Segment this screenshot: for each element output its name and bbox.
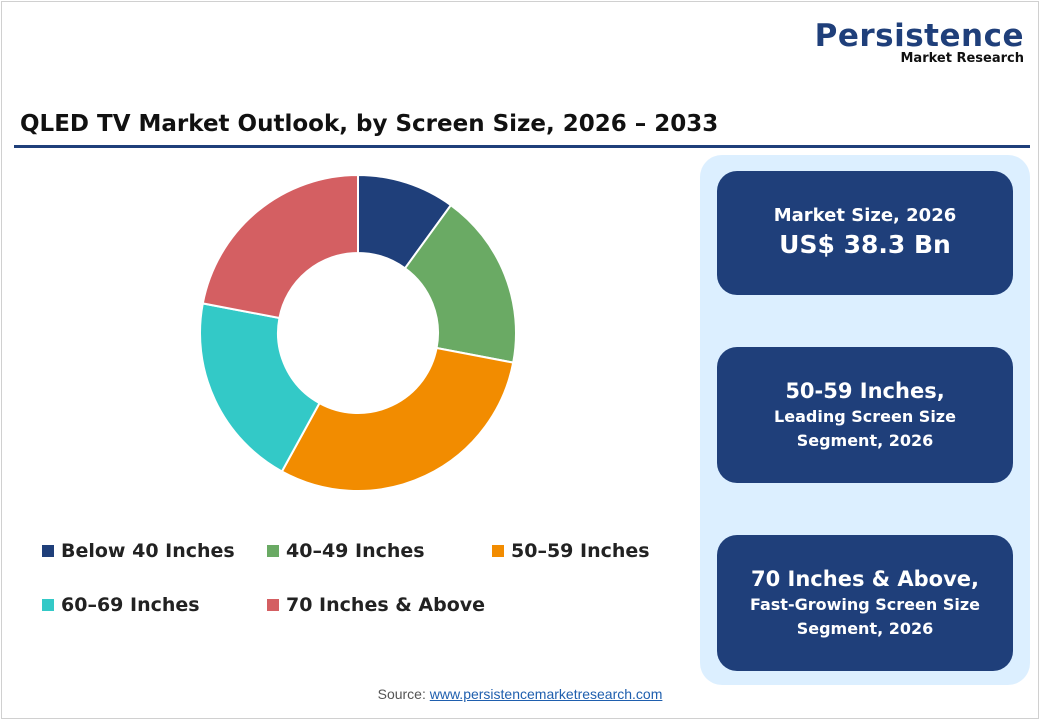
donut-slice-4 — [201, 173, 359, 320]
fast-growing-value: 70 Inches & Above, — [751, 567, 979, 591]
title-divider — [14, 145, 1030, 148]
donut-slice-1 — [403, 203, 517, 364]
market-size-box: Market Size, 2026 US$ 38.3 Bn — [717, 171, 1013, 295]
logo-line2: Market Research — [900, 51, 1025, 66]
logo-line1: Persistence — [814, 18, 1024, 54]
source: Source: www.persistencemarketresearch.co… — [0, 686, 1040, 702]
market-size-label: Market Size, 2026 — [773, 205, 957, 226]
legend-item: Below 40 Inches — [42, 540, 235, 562]
legend-item: 50–59 Inches — [492, 540, 650, 562]
legend-swatch — [267, 545, 279, 557]
fast-growing-box: 70 Inches & Above, Fast-Growing Screen S… — [717, 535, 1013, 671]
legend-item: 40–49 Inches — [267, 540, 425, 562]
leading-segment-box: 50-59 Inches, Leading Screen Size Segmen… — [717, 347, 1013, 483]
legend-label: 60–69 Inches — [61, 594, 200, 616]
source-label: Source: — [377, 686, 426, 702]
source-link[interactable]: www.persistencemarketresearch.com — [429, 686, 663, 702]
legend-swatch — [42, 599, 54, 611]
legend-item: 70 Inches & Above — [267, 594, 485, 616]
legend-label: Below 40 Inches — [61, 540, 235, 562]
legend-swatch — [267, 599, 279, 611]
legend-item: 60–69 Inches — [42, 594, 200, 616]
legend-label: 70 Inches & Above — [286, 594, 486, 616]
highlights-panel: Market Size, 2026 US$ 38.3 Bn 50-59 Inch… — [700, 155, 1030, 685]
donut-chart — [199, 173, 517, 492]
donut-slice-3 — [199, 302, 321, 473]
fast-growing-label: Fast-Growing Screen Size Segment, 2026 — [749, 595, 981, 638]
market-size-value: US$ 38.3 Bn — [779, 230, 951, 259]
leading-segment-label: Leading Screen Size Segment, 2026 — [774, 407, 956, 450]
legend-label: 40–49 Inches — [286, 540, 425, 562]
chart-title: QLED TV Market Outlook, by Screen Size, … — [20, 111, 719, 137]
legend-label: 50–59 Inches — [511, 540, 650, 562]
logo: Persistence Market Research — [815, 20, 1024, 66]
legend-swatch — [42, 545, 54, 557]
donut-slice-2 — [280, 346, 515, 492]
legend-swatch — [492, 545, 504, 557]
leading-segment-value: 50-59 Inches, — [785, 379, 945, 403]
